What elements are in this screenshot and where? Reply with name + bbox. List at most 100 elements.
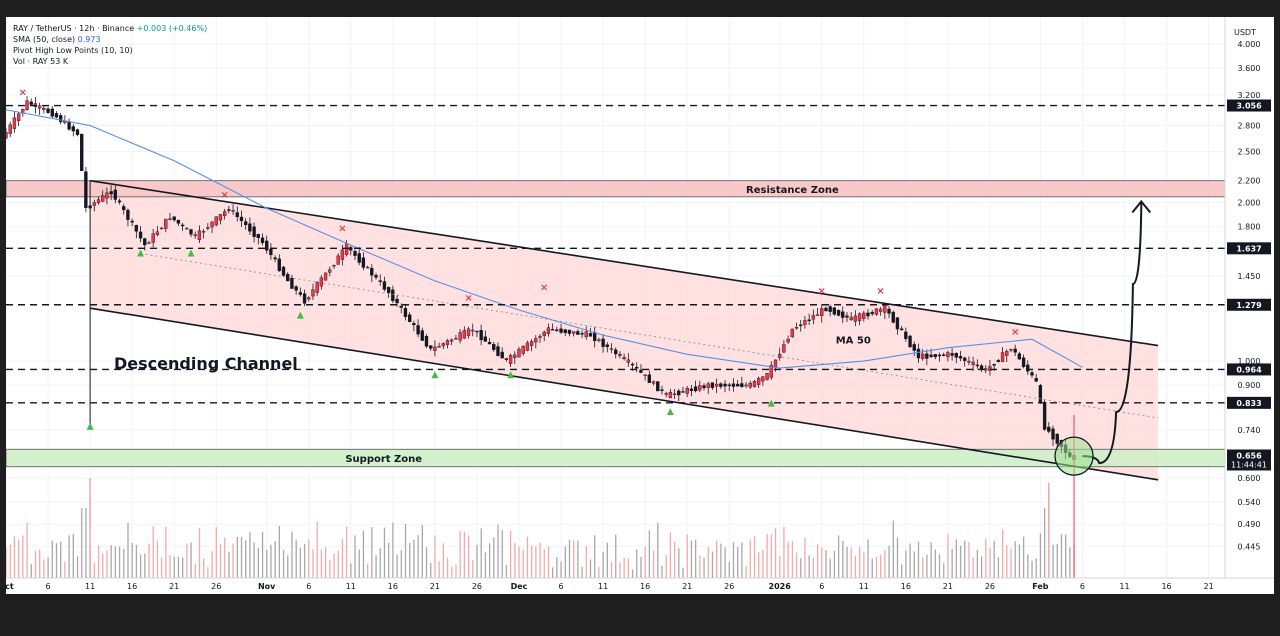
volume-bar	[501, 530, 503, 578]
volume-bar	[182, 557, 184, 578]
volume-label: Vol · RAY	[13, 57, 48, 66]
candle-body	[12, 117, 17, 129]
volume-bar	[68, 535, 70, 578]
volume-bar	[1022, 536, 1025, 578]
volume-bar	[358, 549, 360, 578]
candles	[6, 96, 1076, 462]
volume-bar	[333, 553, 335, 578]
volume-bar	[741, 542, 743, 578]
candle-body	[1026, 364, 1030, 372]
time-tick-label: 11	[859, 582, 869, 591]
candle-body	[946, 352, 950, 358]
volume-bar	[745, 566, 747, 578]
volume-bar	[913, 551, 915, 578]
volume-bar	[144, 553, 146, 578]
volume-bar	[547, 546, 550, 578]
volume-bar	[165, 526, 167, 578]
volume-bar	[455, 564, 457, 578]
candle-body	[269, 248, 273, 256]
candle-body	[1017, 353, 1022, 360]
candle-body	[323, 272, 328, 281]
candle-body	[227, 209, 231, 211]
candle-body	[1000, 352, 1005, 363]
volume-bar	[118, 546, 121, 578]
volume-bar	[375, 555, 377, 578]
candle-body	[433, 346, 437, 351]
candle-body	[672, 393, 677, 396]
volume-bar	[85, 508, 87, 578]
price-axis: USDT 4.000 3.600 3.200 2.800 2.500 2.200 2.000 1…	[1224, 17, 1274, 594]
price-change: +0.003 (+0.46%)	[136, 24, 208, 33]
resistance-zone	[6, 180, 1226, 198]
volume-bar	[266, 549, 268, 578]
price-tick-label: 0.600	[1238, 474, 1261, 483]
volume-bar	[6, 546, 7, 578]
candle-body	[517, 348, 521, 358]
volume-bar	[173, 556, 175, 578]
candle-body	[273, 257, 277, 260]
volume-bar	[901, 564, 903, 578]
candle-body	[920, 353, 925, 360]
candle-body	[815, 314, 820, 316]
volume-bar	[337, 550, 339, 578]
time-tick-label: 26	[211, 582, 221, 591]
candle-body	[164, 218, 168, 229]
candle-body	[374, 275, 378, 278]
candle-body	[685, 388, 689, 394]
candle-body	[513, 354, 517, 358]
volume-bar	[669, 532, 672, 578]
volume-bar	[345, 526, 348, 578]
volume-bar	[131, 543, 133, 578]
volume-bar	[812, 557, 815, 578]
candle-body	[849, 316, 853, 321]
candle-body	[307, 297, 311, 300]
candle-body	[450, 339, 454, 342]
candle-body	[643, 374, 647, 376]
legend-sma-row[interactable]: SMA (50, close) 0.973	[13, 34, 207, 45]
price-chart[interactable]: × × × × × × × × Resistance Zone Support Zone Desce…	[6, 17, 1274, 594]
volume-bar	[779, 556, 781, 578]
candle-body	[836, 309, 841, 316]
pivot-low-marker	[666, 408, 674, 416]
volume-bar	[804, 537, 806, 578]
price-tick-label: 4.000	[1238, 40, 1261, 49]
volume-bar	[707, 547, 709, 578]
candle-body	[954, 352, 958, 358]
legend-pivot-row[interactable]: Pivot High Low Points (10, 10)	[13, 45, 207, 56]
candle-body	[294, 286, 298, 291]
legend-volume-row[interactable]: Vol · RAY 53 K	[13, 56, 207, 67]
level-price-tag	[1227, 363, 1271, 376]
volume-bar	[556, 557, 558, 578]
time-tick-label: 11	[85, 582, 95, 591]
candle-body	[46, 108, 50, 113]
candle-body	[462, 330, 467, 339]
price-tick-label: 3.600	[1238, 64, 1261, 73]
candle-body	[710, 382, 715, 388]
volume-bar	[253, 542, 255, 578]
legend-symbol-row[interactable]: RAY / TetherUS · 12h · Binance +0.003 (+…	[13, 23, 207, 34]
pivot-high-marker: ×	[338, 224, 346, 235]
candle-body	[185, 227, 189, 230]
volume-bar	[560, 561, 562, 578]
candle-body	[950, 353, 954, 356]
candle-body	[496, 346, 500, 356]
volume-bar	[867, 539, 869, 578]
sma-50-line	[6, 109, 1083, 369]
countdown-label: 11:44:41	[1231, 460, 1267, 469]
volume-bar	[896, 537, 899, 578]
candle-body	[773, 359, 778, 368]
volume-bar	[135, 544, 138, 578]
volume-bar	[993, 540, 995, 578]
volume-bar	[350, 563, 352, 578]
volume-bar	[753, 536, 756, 578]
volume-bar	[249, 532, 251, 578]
candle-body	[54, 113, 59, 118]
volume-bar	[821, 547, 823, 578]
candle-body	[441, 343, 445, 347]
level-price-tag	[1227, 99, 1271, 112]
candle-body	[677, 390, 681, 396]
volume-bar	[577, 540, 579, 578]
volume-bar	[1035, 558, 1037, 578]
candle-body	[138, 231, 143, 239]
candle-body	[651, 381, 656, 384]
